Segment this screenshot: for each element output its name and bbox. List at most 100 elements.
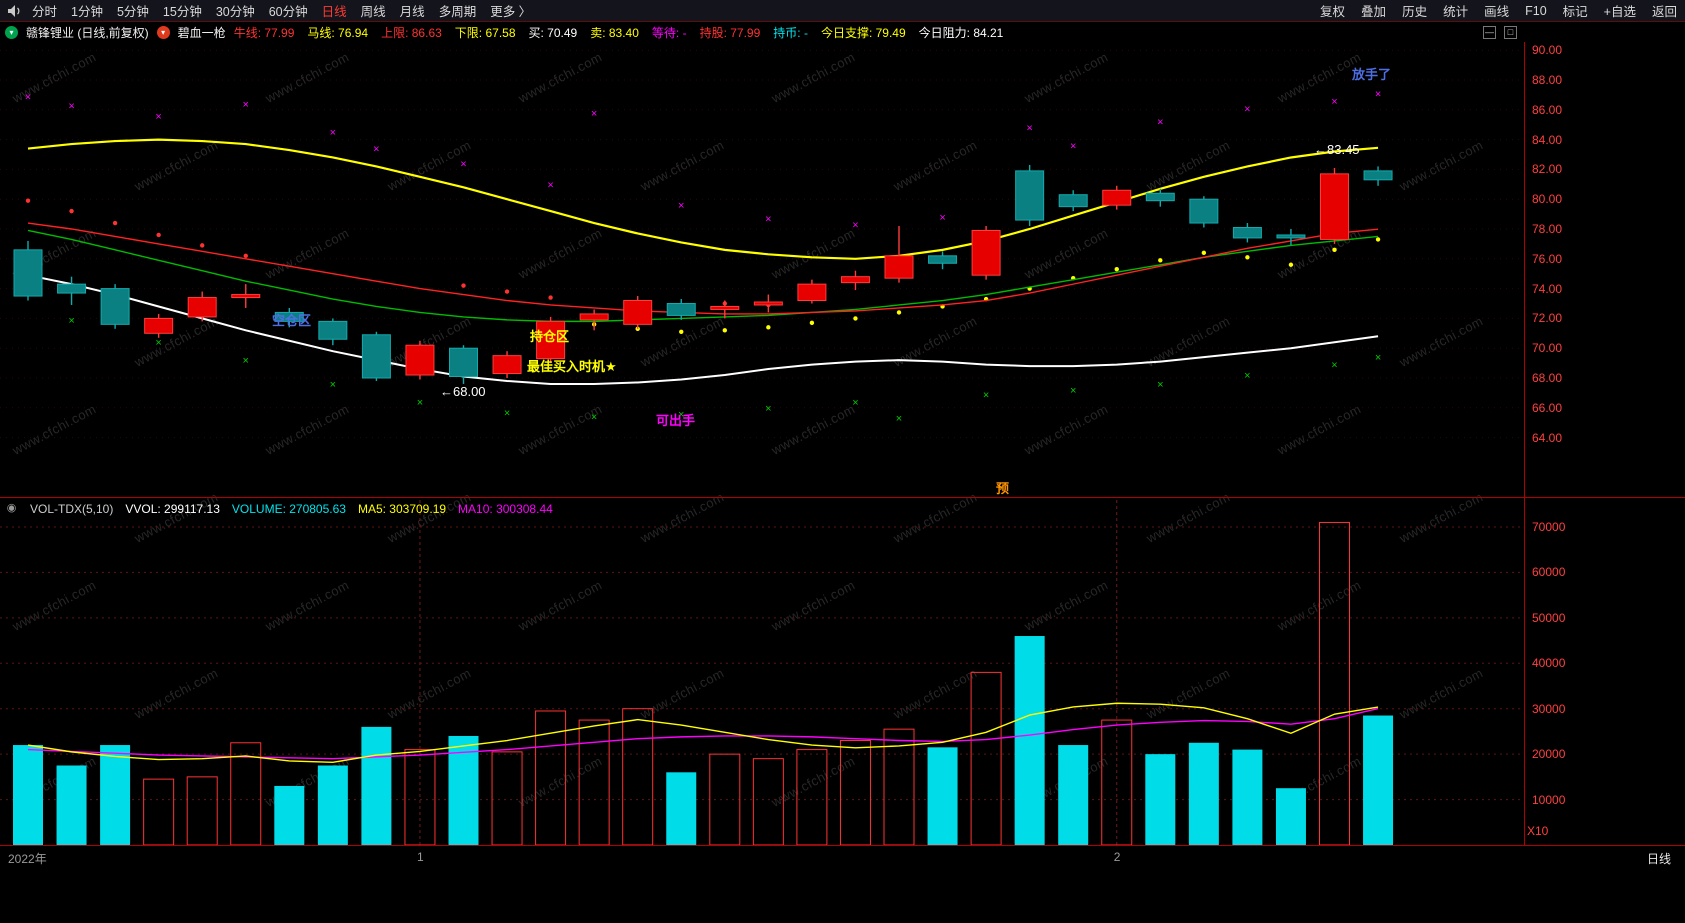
volume-unit-label: X10 (1527, 824, 1549, 838)
period-label: 日线 (1646, 852, 1671, 866)
price-axis-label: 86.00 (1532, 102, 1563, 117)
svg-text:×: × (1244, 370, 1250, 382)
svg-text:×: × (1070, 141, 1076, 153)
svg-text:×: × (591, 412, 597, 424)
svg-text:×: × (1157, 117, 1163, 129)
date-axis-bar: 日线 2022年 1 2 (0, 846, 1685, 868)
period-tab[interactable]: 1分钟 (71, 5, 103, 19)
chart-annotation: ←83.45 (1314, 142, 1360, 157)
volume-axis-label: 30000 (1532, 701, 1566, 716)
price-axis-label: 90.00 (1532, 43, 1563, 58)
speaker-icon[interactable] (8, 4, 22, 17)
svg-text:×: × (417, 397, 423, 409)
date-axis-label: 1 (416, 850, 424, 864)
indicator-readout: 下限: 67.58 (454, 26, 516, 40)
price-axis-label: 70.00 (1532, 341, 1563, 356)
svg-text:×: × (504, 407, 510, 419)
price-axis-label: 76.00 (1532, 251, 1563, 266)
indicator-readout: 牛线: 77.99 (233, 26, 295, 40)
period-tab[interactable]: 30分钟 (215, 5, 255, 19)
volume-pane[interactable] (0, 500, 1524, 846)
formula-title[interactable]: 碧血一枪 (177, 26, 226, 40)
svg-text:×: × (68, 100, 74, 112)
chart-bottom-border (0, 845, 1685, 846)
svg-text:×: × (591, 108, 597, 120)
period-tab[interactable]: 更多 〉 (490, 5, 532, 19)
svg-text:×: × (1375, 88, 1381, 100)
toolbar-action[interactable]: F10 (1525, 3, 1547, 18)
chart-annotation: 可出手 (656, 413, 696, 428)
volume-axis-label: 20000 (1532, 747, 1566, 762)
toolbar-action[interactable]: 复权 (1320, 5, 1346, 19)
price-axis-label: 84.00 (1532, 132, 1563, 147)
svg-text:×: × (1331, 360, 1337, 372)
indicator-readout: 上限: 86.63 (381, 26, 442, 40)
minimize-icon[interactable]: — (1483, 26, 1496, 39)
volume-readout: VOL-TDX(5,10) (30, 501, 114, 516)
price-axis-label: 72.00 (1532, 311, 1563, 326)
svg-text:×: × (852, 397, 858, 409)
price-axis-label: 82.00 (1532, 162, 1563, 177)
svg-text:×: × (243, 355, 249, 367)
price-axis-label: 68.00 (1532, 370, 1563, 385)
stock-title[interactable]: 赣锋锂业 (日线,前复权) (26, 26, 149, 40)
svg-text:×: × (243, 99, 249, 111)
volume-axis-label: 50000 (1532, 610, 1566, 625)
volume-axis-label: 60000 (1532, 565, 1566, 580)
period-tab[interactable]: 日线 (321, 5, 347, 19)
price-axis-label: 74.00 (1532, 281, 1563, 296)
svg-text:×: × (1331, 96, 1337, 108)
period-tab[interactable]: 15分钟 (162, 5, 202, 19)
indicator-readout: 马线: 76.94 (307, 26, 369, 40)
chart-annotation: ←68.00 (440, 384, 486, 399)
toolbar-action[interactable]: 标记 (1562, 5, 1588, 19)
price-axis-label: 64.00 (1532, 430, 1563, 445)
period-tab[interactable]: 5分钟 (116, 5, 149, 19)
stock-dropdown-icon[interactable]: ▾ (5, 26, 18, 39)
svg-text:×: × (155, 337, 161, 349)
main-kline-pane[interactable]: × × × × × × × × × × × × × × × × × × × × × × × × × × × × × × × × × × × × 空仓区… (0, 42, 1524, 497)
svg-text:×: × (765, 214, 771, 226)
svg-text:×: × (25, 91, 31, 103)
volume-readout: VVOL: 299117.13 (125, 501, 220, 516)
period-tab[interactable]: 多周期 (438, 5, 477, 19)
svg-text:×: × (765, 403, 771, 415)
toolbar-action[interactable]: 统计 (1443, 5, 1469, 19)
toolbar-action[interactable]: 返回 (1651, 5, 1677, 19)
toolbar: 分时 1分钟 5分钟 15分钟 30分钟 60分钟 日线 周线 月线 多周期 更多 〉 复权 叠加 历史… (0, 0, 1685, 22)
indicator-collapse-icon[interactable]: ◉ (6, 502, 17, 514)
svg-text:×: × (678, 409, 684, 421)
period-tab[interactable]: 月线 (399, 5, 425, 19)
toolbar-action[interactable]: +自选 (1603, 5, 1636, 19)
indicator-readout: 今日支撑: 79.49 (820, 26, 906, 40)
period-tab[interactable]: 60分钟 (268, 5, 308, 19)
toolbar-action[interactable]: 画线 (1484, 5, 1510, 19)
price-axis-label: 80.00 (1532, 192, 1563, 207)
kline-chart[interactable]: × × × × × × × × × × × × × × × × × × × × × × × × × × × × × × × × × × × × (0, 42, 1524, 497)
chart-annotation: 最佳买入时机★ (527, 359, 617, 374)
svg-text:×: × (373, 144, 379, 156)
indicator-readout: 买: 70.49 (528, 26, 578, 40)
restore-icon[interactable]: □ (1504, 26, 1517, 39)
pane-window-controls: — □ (1483, 26, 1517, 39)
svg-text:×: × (330, 379, 336, 391)
toolbar-right: 复权 叠加 历史 统计 画线 F10 标记 +自选 返回 (1320, 1, 1677, 20)
svg-text:×: × (330, 127, 336, 139)
chart-annotation: 持仓区 (530, 329, 570, 344)
svg-text:×: × (1375, 352, 1381, 364)
period-tab[interactable]: 周线 (360, 5, 386, 19)
svg-text:×: × (547, 179, 553, 191)
chart-annotation: 空仓区 (272, 313, 312, 328)
pane-divider[interactable] (0, 497, 1685, 498)
toolbar-action[interactable]: 历史 (1402, 5, 1428, 19)
volume-readout: MA5: 303709.19 (357, 501, 447, 516)
toolbar-action[interactable]: 叠加 (1361, 5, 1387, 19)
formula-dropdown-icon[interactable]: ▾ (156, 26, 170, 39)
svg-text:×: × (678, 200, 684, 212)
volume-indicator-header: ◉ VOL-TDX(5,10) VVOL: 299117.13 VOLUME: 27… (5, 501, 553, 516)
chart-annotation: 放手了 (1352, 67, 1392, 82)
volume-chart[interactable] (0, 500, 1524, 846)
indicator-readout: 等待: - (651, 26, 687, 40)
period-tab[interactable]: 分时 (32, 5, 58, 19)
